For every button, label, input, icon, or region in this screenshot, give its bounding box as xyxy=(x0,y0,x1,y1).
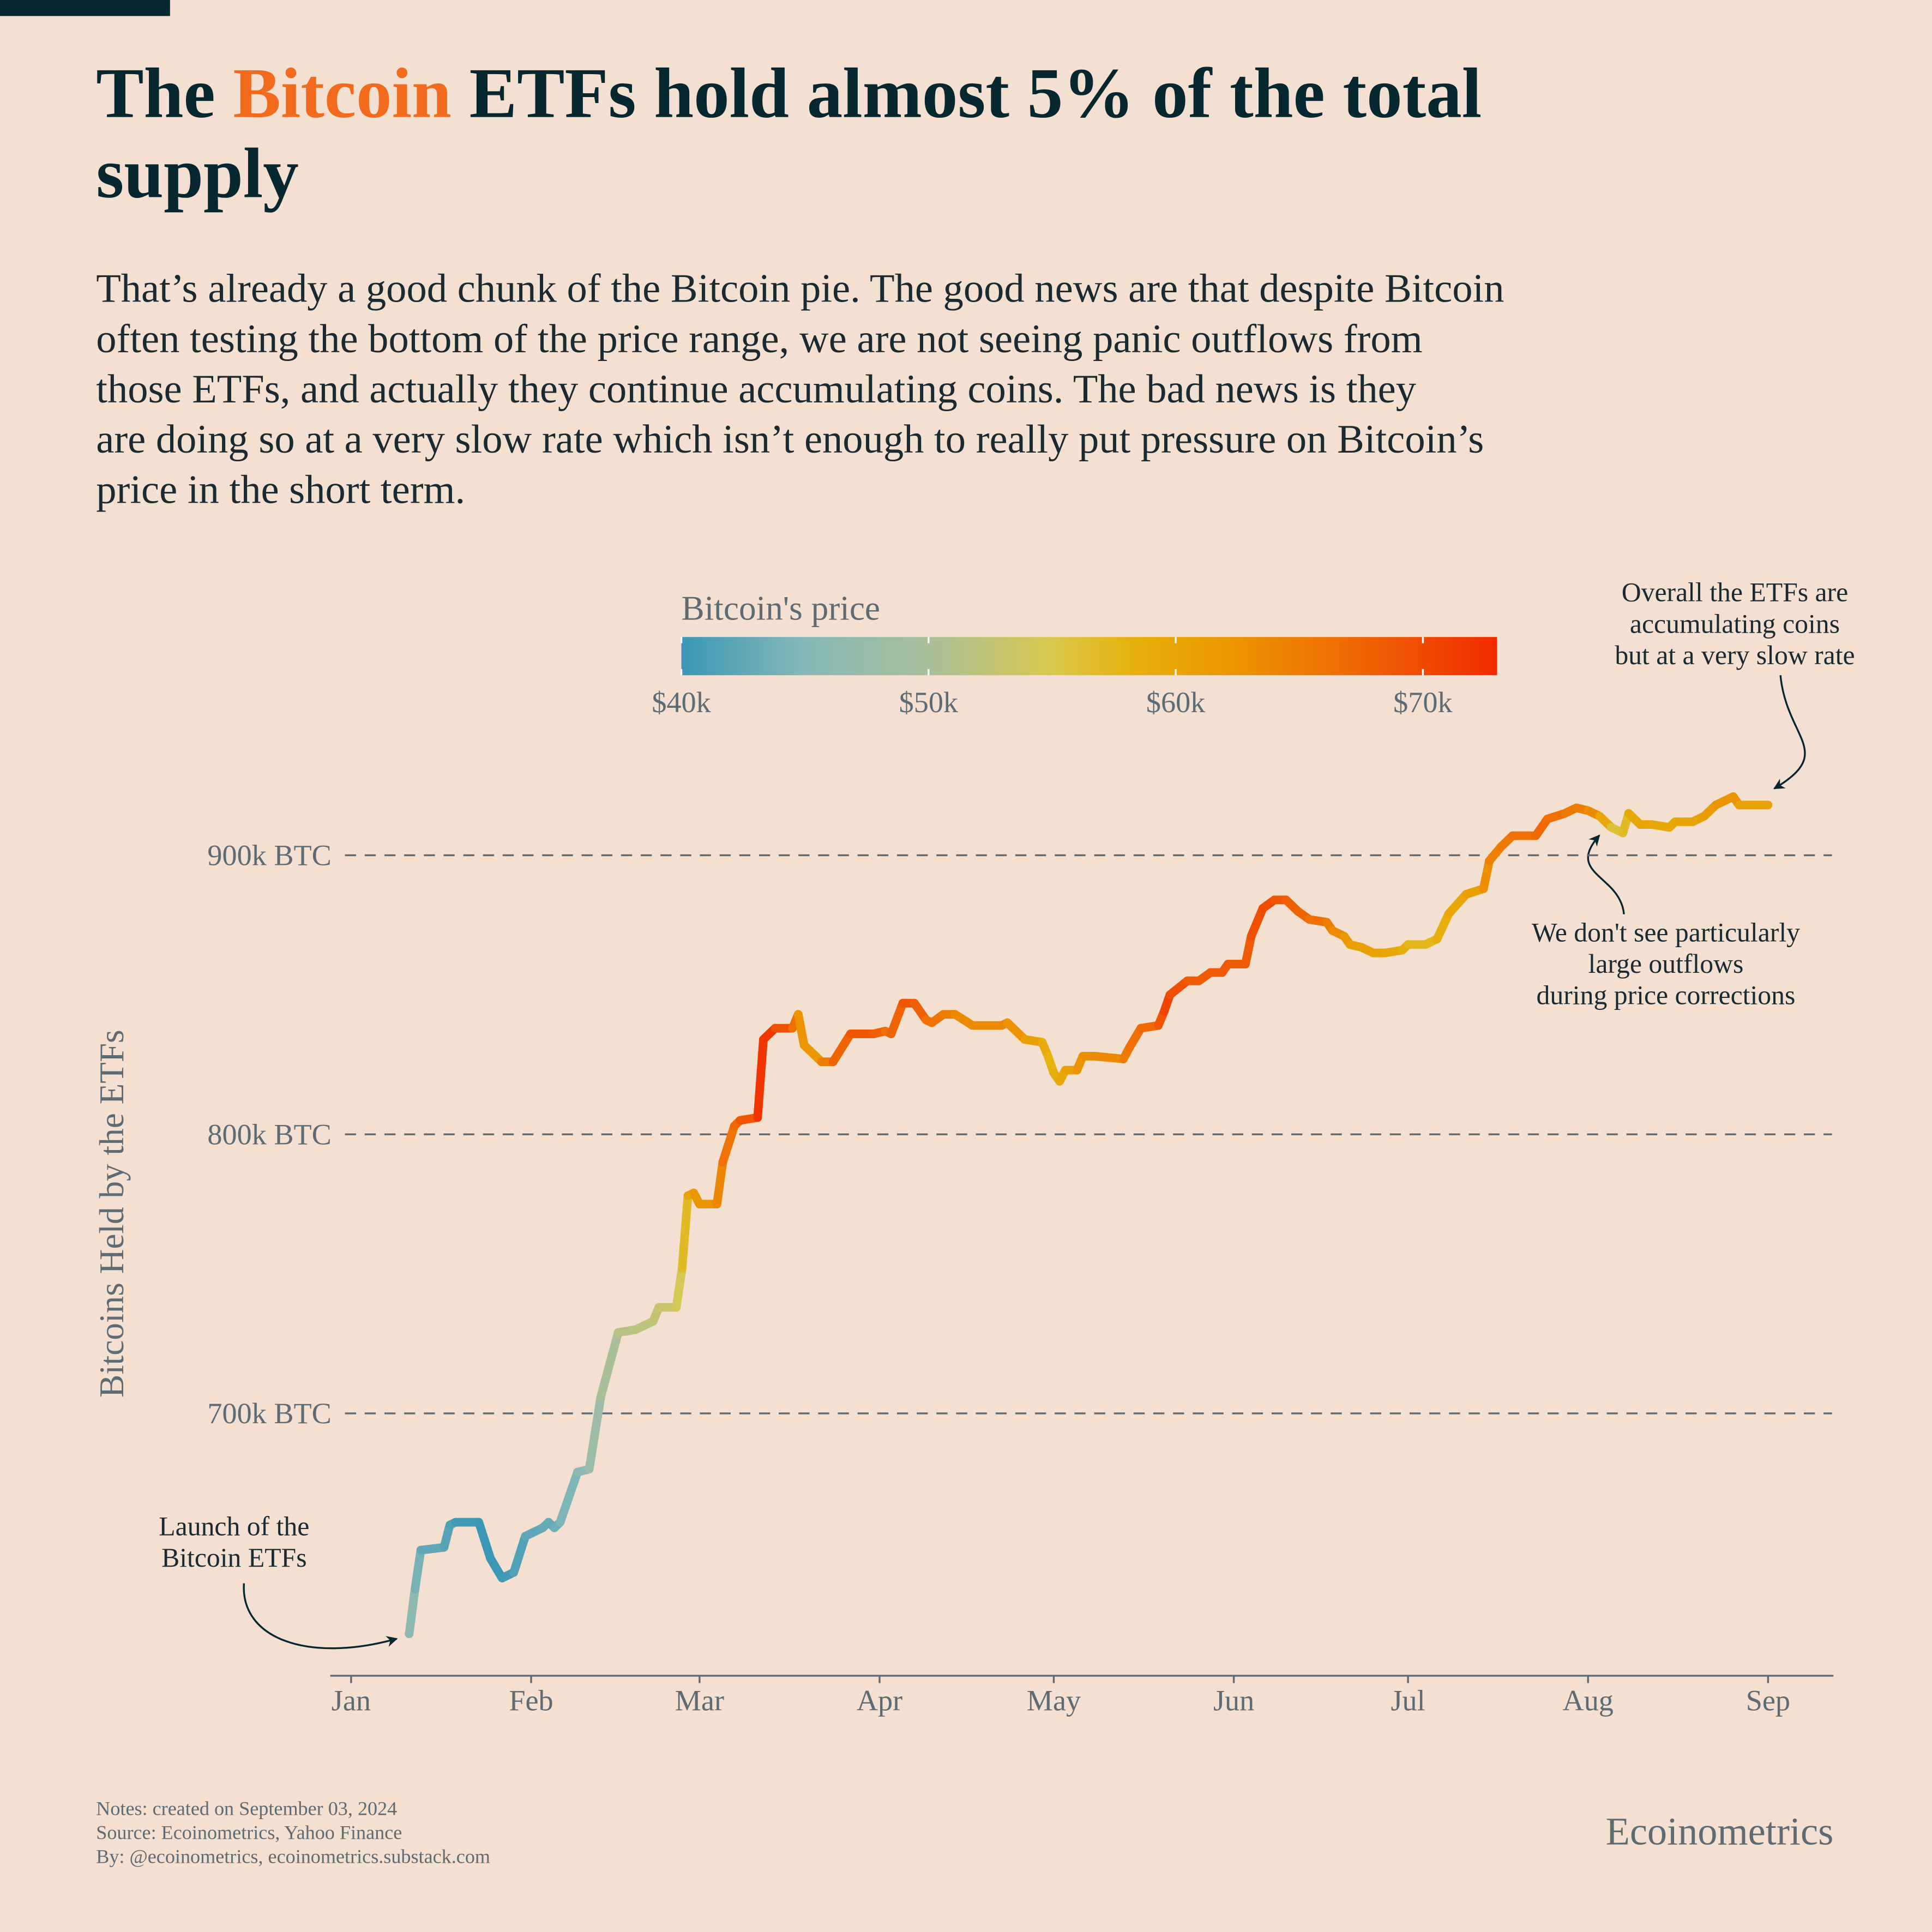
colorbar-tick-label: $60k xyxy=(1146,686,1206,719)
line-segment xyxy=(509,1532,530,1577)
title-part: supply xyxy=(96,134,299,213)
y-tick-label: 700k BTC xyxy=(207,1397,331,1430)
subtitle-line: are doing so at a very slow rate which i… xyxy=(96,417,1484,462)
annotation: Overall the ETFs are xyxy=(1622,577,1848,607)
footer-note: By: @ecoinometrics, ecoinometrics.substa… xyxy=(96,1845,490,1867)
annotation: Launch of the xyxy=(159,1511,309,1541)
line-segment xyxy=(556,1467,582,1527)
line-segment xyxy=(672,1263,687,1312)
annotation-arrow xyxy=(1587,834,1625,914)
line-segment xyxy=(887,998,907,1038)
x-tick-label: May xyxy=(1027,1684,1081,1717)
line-segment xyxy=(753,1035,768,1122)
subtitle-line: those ETFs, and actually they continue a… xyxy=(96,367,1416,412)
line-segment xyxy=(1479,856,1494,893)
colorbar-tick-label: $50k xyxy=(899,686,959,719)
annotation: but at a very slow rate xyxy=(1615,640,1855,670)
subtitle-line: That’s already a good chunk of the Bitco… xyxy=(96,267,1504,311)
colorbar-tick-label: $40k xyxy=(652,686,711,719)
line-segment xyxy=(596,1328,623,1401)
x-tick-label: Feb xyxy=(509,1684,553,1717)
colorbar xyxy=(681,637,1497,676)
footer-note: Source: Ecoinometrics, Yahoo Finance xyxy=(96,1821,402,1843)
line-segment xyxy=(712,1158,727,1209)
x-tick-label: Sep xyxy=(1746,1684,1790,1717)
chart-title: The Bitcoin ETFs hold almost 5% of the t… xyxy=(96,54,1482,133)
footer-note: Notes: created on September 03, 2024 xyxy=(96,1797,397,1819)
x-tick-label: Mar xyxy=(675,1684,724,1717)
colorbar-title: Bitcoin's price xyxy=(682,589,880,628)
y-tick-label: 800k BTC xyxy=(207,1118,331,1151)
title-part: ETFs hold almost 5% of the total xyxy=(452,54,1482,133)
line-segment xyxy=(718,1121,739,1167)
title-part: The xyxy=(96,54,233,133)
line-segment xyxy=(1444,890,1471,918)
line-segment xyxy=(405,1585,419,1639)
annotation: We don't see particularly xyxy=(1532,917,1800,947)
x-tick-label: Jun xyxy=(1213,1684,1254,1717)
chart-title: supply xyxy=(96,134,299,213)
annotation: Bitcoin ETFs xyxy=(161,1543,306,1573)
line-segment xyxy=(828,1030,855,1067)
corner-bar xyxy=(0,0,170,16)
line-segment xyxy=(1090,1051,1128,1063)
line-segment xyxy=(411,1545,425,1594)
y-tick-label: 900k BTC xyxy=(207,839,331,871)
line-segment xyxy=(1247,904,1267,941)
x-tick-label: Jul xyxy=(1391,1684,1425,1717)
colorbar-tick-label: $70k xyxy=(1393,686,1453,719)
x-tick-label: Aug xyxy=(1563,1684,1614,1717)
line-segment xyxy=(585,1392,605,1474)
line-segment xyxy=(474,1518,495,1563)
x-tick-label: Jan xyxy=(332,1684,371,1717)
subtitle-line: often testing the bottom of the price ra… xyxy=(96,317,1422,362)
y-axis-title: Bitcoins Held by the ETFs xyxy=(93,1030,131,1398)
annotation-arrow xyxy=(1773,675,1806,790)
line-segment xyxy=(793,1010,809,1050)
annotation: during price corrections xyxy=(1537,980,1796,1010)
line-segment xyxy=(1241,931,1256,968)
title-highlight: Bitcoin xyxy=(233,54,451,133)
annotation: large outflows xyxy=(1588,949,1744,979)
subtitle-line: price in the short term. xyxy=(96,467,465,512)
brand: Ecoinometrics xyxy=(1606,1810,1834,1853)
line-segment xyxy=(677,1191,693,1273)
annotation: accumulating coins xyxy=(1630,609,1840,639)
x-tick-label: Apr xyxy=(857,1684,902,1717)
annotation-arrow xyxy=(243,1583,398,1650)
line-segment xyxy=(1433,909,1453,943)
